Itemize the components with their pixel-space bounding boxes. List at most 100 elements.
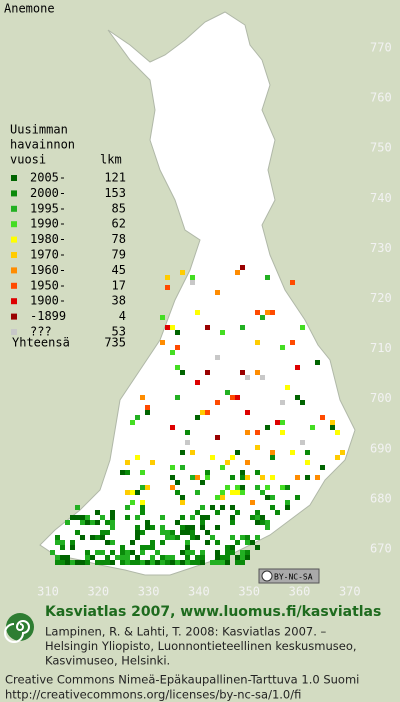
species-title: Anemone	[4, 2, 55, 16]
y-tick-label: 750	[370, 141, 392, 155]
observation-square	[215, 560, 220, 565]
observation-square	[185, 550, 190, 555]
observation-square	[180, 560, 185, 565]
observation-square	[170, 535, 175, 540]
x-tick-label: 360	[289, 585, 311, 599]
observation-square	[80, 515, 85, 520]
legend-count: 153	[104, 186, 126, 200]
observation-square	[105, 560, 110, 565]
observation-square	[125, 515, 130, 520]
legend-swatch	[11, 298, 17, 305]
observation-square	[100, 560, 105, 565]
observation-square	[105, 520, 110, 525]
observation-square	[160, 530, 165, 535]
observation-square	[70, 515, 75, 520]
observation-square	[140, 545, 145, 550]
observation-square	[135, 555, 140, 560]
observation-square	[200, 550, 205, 555]
footer-heading: Kasviatlas 2007, www.luomus.fi/kasviatla…	[45, 604, 381, 620]
legend-count: 121	[104, 171, 126, 185]
observation-square	[255, 485, 260, 490]
observation-square	[170, 530, 175, 535]
observation-square	[65, 560, 70, 565]
observation-square	[175, 535, 180, 540]
observation-square	[50, 550, 55, 555]
x-tick-label: 350	[238, 585, 260, 599]
observation-square	[195, 510, 200, 515]
observation-square	[140, 485, 145, 490]
observation-square	[305, 475, 310, 480]
observation-square	[220, 560, 225, 565]
observation-square	[230, 550, 235, 555]
license-line: Creative Commons Nimeä-Epäkaupallinen-Ta…	[5, 673, 359, 687]
observation-square	[110, 515, 115, 520]
legend-count: 4	[119, 309, 126, 323]
observation-square	[250, 540, 255, 545]
observation-square	[165, 530, 170, 535]
observation-square	[140, 530, 145, 535]
observation-square	[175, 365, 180, 370]
legend-label: 1995-	[30, 201, 66, 215]
observation-square	[95, 560, 100, 565]
y-tick-label: 690	[370, 441, 392, 455]
observation-square	[335, 455, 340, 460]
observation-square	[290, 280, 295, 285]
legend-col2: lkm	[100, 153, 122, 167]
y-tick-label: 740	[370, 191, 392, 205]
observation-square	[140, 505, 145, 510]
observation-square	[240, 555, 245, 560]
observation-square	[175, 520, 180, 525]
observation-square	[150, 560, 155, 565]
observation-square	[140, 510, 145, 515]
observation-square	[245, 535, 250, 540]
observation-square	[180, 370, 185, 375]
observation-square	[145, 485, 150, 490]
observation-square	[215, 555, 220, 560]
legend-swatch	[11, 236, 17, 243]
observation-square	[70, 560, 75, 565]
observation-square	[115, 555, 120, 560]
observation-square	[255, 430, 260, 435]
observation-square	[70, 540, 75, 545]
observation-square	[225, 485, 230, 490]
observation-square	[60, 555, 65, 560]
observation-square	[110, 560, 115, 565]
observation-square	[185, 525, 190, 530]
observation-square	[230, 490, 235, 495]
logo	[4, 613, 34, 643]
observation-square	[170, 560, 175, 565]
legend-heading: havainnon	[10, 138, 75, 152]
y-tick-label: 720	[370, 291, 392, 305]
observation-square	[285, 385, 290, 390]
observation-square	[195, 380, 200, 385]
observation-square	[210, 560, 215, 565]
observation-square	[85, 515, 90, 520]
observation-square	[335, 430, 340, 435]
observation-square	[280, 430, 285, 435]
observation-square	[140, 470, 145, 475]
observation-square	[55, 540, 60, 545]
observation-square	[230, 475, 235, 480]
observation-square	[190, 475, 195, 480]
badge-text: BY-NC-SA	[274, 573, 313, 582]
observation-square	[190, 280, 195, 285]
observation-square	[155, 560, 160, 565]
observation-square	[330, 425, 335, 430]
observation-square	[125, 460, 130, 465]
observation-square	[135, 525, 140, 530]
observation-square	[265, 310, 270, 315]
observation-square	[210, 455, 215, 460]
observation-square	[235, 490, 240, 495]
observation-square	[145, 545, 150, 550]
observation-square	[340, 450, 345, 455]
observation-square	[245, 410, 250, 415]
observation-square	[235, 485, 240, 490]
observation-square	[200, 410, 205, 415]
observation-square	[165, 560, 170, 565]
legend-heading: Uusimman	[10, 123, 68, 137]
observation-square	[160, 555, 165, 560]
observation-square	[200, 555, 205, 560]
observation-square	[75, 530, 80, 535]
x-tick-label: 370	[339, 585, 361, 599]
observation-square	[90, 535, 95, 540]
